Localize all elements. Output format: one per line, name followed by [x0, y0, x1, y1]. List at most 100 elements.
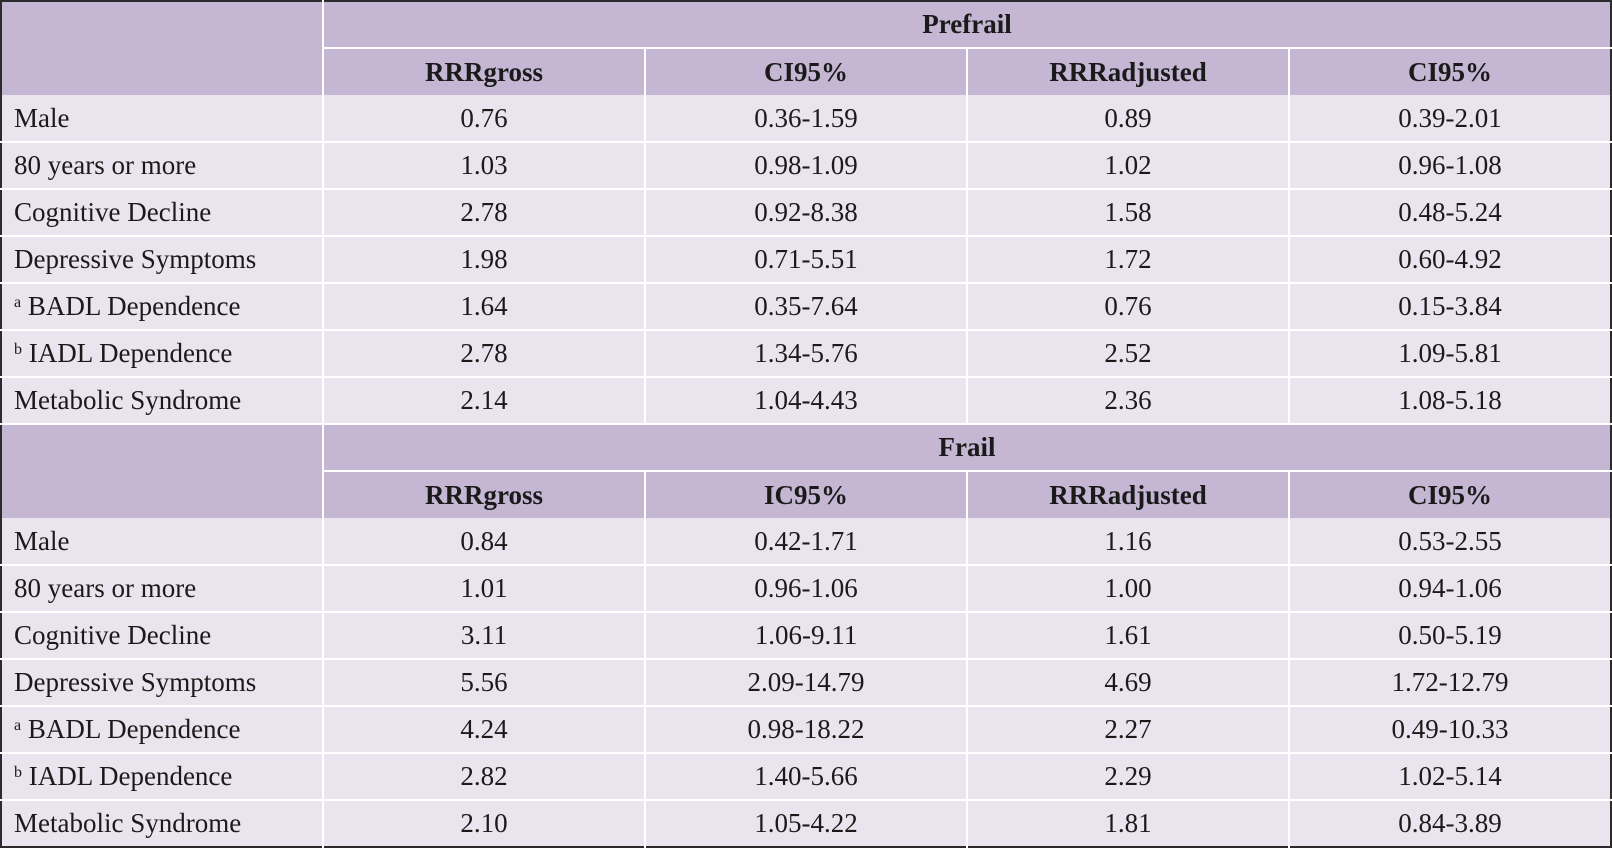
value-cell: 2.78: [322, 330, 645, 378]
value-cell: 1.03: [322, 142, 645, 190]
value-cell: 0.84: [322, 518, 645, 566]
value-cell: 0.49-10.33: [1287, 706, 1612, 754]
value-cell: 4.24: [322, 706, 645, 754]
table-row: Male 0.84 0.42-1.71 1.16 0.53-2.55: [1, 518, 1612, 566]
footnote-marker: b: [14, 341, 22, 358]
value-cell: 1.40-5.66: [644, 753, 967, 801]
value-cell: 1.00: [966, 565, 1289, 613]
column-header: RRRgross: [322, 48, 645, 95]
value-cell: 0.36-1.59: [644, 95, 967, 143]
value-cell: 1.98: [322, 236, 645, 284]
value-cell: 2.27: [966, 706, 1289, 754]
row-label: Metabolic Syndrome: [14, 385, 242, 415]
table-row: 80 years or more 1.01 0.96-1.06 1.00 0.94-1.…: [1, 565, 1612, 613]
value-cell: 0.76: [966, 283, 1289, 331]
value-cell: 1.04-4.43: [644, 377, 967, 425]
value-cell: 0.94-1.06: [1287, 565, 1612, 613]
row-label-cell: Metabolic Syndrome: [1, 377, 323, 425]
row-label: 80 years or more: [14, 573, 197, 603]
row-label-cell: 80 years or more: [1, 142, 323, 190]
table-row: Depressive Symptoms 5.56 2.09-14.79 4.69 1.7…: [1, 659, 1612, 707]
row-label: Metabolic Syndrome: [14, 808, 242, 838]
value-cell: 5.56: [322, 659, 645, 707]
table-row: Cognitive Decline 2.78 0.92-8.38 1.58 0.48-5…: [1, 189, 1612, 237]
value-cell: 2.36: [966, 377, 1289, 425]
value-cell: 0.71-5.51: [644, 236, 967, 284]
column-header-row: RRRgross CI95% RRRadjusted CI95%: [1, 48, 1612, 95]
value-cell: 1.05-4.22: [644, 800, 967, 847]
value-cell: 0.96-1.06: [644, 565, 967, 613]
value-cell: 2.82: [322, 753, 645, 801]
value-cell: 2.14: [322, 377, 645, 425]
value-cell: 0.50-5.19: [1287, 612, 1612, 660]
value-cell: 1.16: [966, 518, 1289, 566]
table-row: Cognitive Decline 3.11 1.06-9.11 1.61 0.50-5…: [1, 612, 1612, 660]
table-row: Metabolic Syndrome 2.14 1.04-4.43 2.36 1.08-…: [1, 377, 1612, 425]
header-corner-cell: [1, 424, 323, 518]
column-header: CI95%: [1287, 48, 1612, 95]
table-row: Male 0.76 0.36-1.59 0.89 0.39-2.01: [1, 95, 1612, 143]
table-row: Depressive Symptoms 1.98 0.71-5.51 1.72 0.60…: [1, 236, 1612, 284]
section-title-prefrail: Prefrail: [321, 1, 1612, 49]
row-label-cell: b IADL Dependence: [1, 753, 323, 801]
row-label: Cognitive Decline: [14, 197, 212, 227]
value-cell: 0.98-1.09: [644, 142, 967, 190]
value-cell: 1.09-5.81: [1287, 330, 1612, 378]
value-cell: 3.11: [322, 612, 645, 660]
value-cell: 1.64: [322, 283, 645, 331]
column-header: CI95%: [644, 48, 967, 95]
value-cell: 1.81: [966, 800, 1289, 847]
row-label-cell: a BADL Dependence: [1, 706, 323, 754]
value-cell: 2.78: [322, 189, 645, 237]
value-cell: 1.34-5.76: [644, 330, 967, 378]
value-cell: 0.42-1.71: [644, 518, 967, 566]
row-label-cell: Depressive Symptoms: [1, 236, 323, 284]
row-label-cell: a BADL Dependence: [1, 283, 323, 331]
row-label-cell: Cognitive Decline: [1, 189, 323, 237]
column-header: CI95%: [1287, 471, 1612, 518]
row-label-cell: 80 years or more: [1, 565, 323, 613]
column-header: RRRadjusted: [966, 471, 1289, 518]
row-label-cell: Depressive Symptoms: [1, 659, 323, 707]
row-label-cell: Cognitive Decline: [1, 612, 323, 660]
row-label: Depressive Symptoms: [14, 667, 257, 697]
table-row: Metabolic Syndrome 2.10 1.05-4.22 1.81 0.84-…: [1, 800, 1612, 847]
value-cell: 1.02-5.14: [1287, 753, 1612, 801]
table-row: b IADL Dependence 2.82 1.40-5.66 2.29 1.02-5…: [1, 753, 1612, 801]
row-label: IADL Dependence: [28, 761, 233, 791]
row-label-cell: Male: [1, 95, 323, 143]
table-row: a BADL Dependence 4.24 0.98-18.22 2.27 0.49-…: [1, 706, 1612, 754]
value-cell: 0.35-7.64: [644, 283, 967, 331]
value-cell: 2.09-14.79: [644, 659, 967, 707]
header-corner-cell: [1, 1, 323, 95]
footnote-marker: a: [14, 717, 22, 734]
value-cell: 4.69: [966, 659, 1289, 707]
table-row: b IADL Dependence 2.78 1.34-5.76 2.52 1.09-5…: [1, 330, 1612, 378]
value-cell: 1.08-5.18: [1287, 377, 1612, 425]
value-cell: 1.01: [322, 565, 645, 613]
value-cell: 0.60-4.92: [1287, 236, 1612, 284]
row-label: Depressive Symptoms: [14, 244, 257, 274]
row-label-cell: Metabolic Syndrome: [1, 800, 323, 847]
table-row: 80 years or more 1.03 0.98-1.09 1.02 0.96-1.…: [1, 142, 1612, 190]
value-cell: 0.76: [322, 95, 645, 143]
table-row: a BADL Dependence 1.64 0.35-7.64 0.76 0.15-3…: [1, 283, 1612, 331]
value-cell: 1.61: [966, 612, 1289, 660]
row-label: IADL Dependence: [28, 338, 233, 368]
value-cell: 0.53-2.55: [1287, 518, 1612, 566]
value-cell: 1.58: [966, 189, 1289, 237]
row-label: BADL Dependence: [27, 291, 241, 321]
row-label-cell: Male: [1, 518, 323, 566]
value-cell: 0.15-3.84: [1287, 283, 1612, 331]
row-label: Male: [14, 525, 70, 556]
value-cell: 0.89: [966, 95, 1289, 143]
footnote-marker: a: [14, 294, 22, 311]
row-label: 80 years or more: [14, 150, 197, 180]
value-cell: 1.02: [966, 142, 1289, 190]
column-header: RRRgross: [322, 471, 645, 518]
column-header: IC95%: [644, 471, 967, 518]
value-cell: 0.98-18.22: [644, 706, 967, 754]
